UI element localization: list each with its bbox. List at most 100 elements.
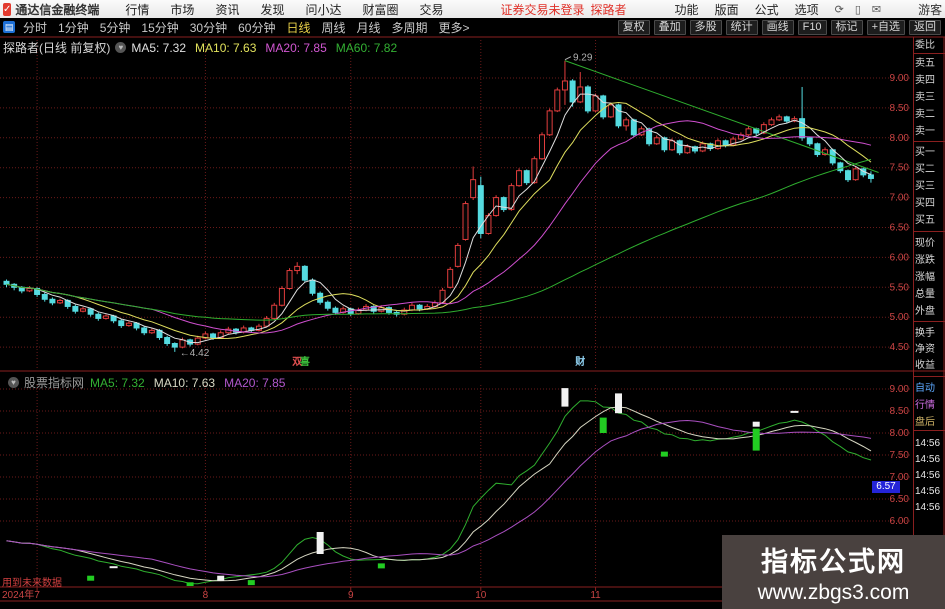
toolbar-button-叠加[interactable]: 叠加 [653, 19, 686, 35]
period-日线[interactable]: 日线 [286, 20, 311, 35]
toolbar-button-多股[interactable]: 多股 [689, 19, 722, 35]
mobile-icon[interactable]: ▯ [854, 4, 861, 16]
sidebar-row-卖三: 卖三 [915, 92, 935, 103]
sidebar-row-委比: 委比 [915, 40, 935, 51]
period-多周期[interactable]: 多周期 [391, 20, 428, 35]
svg-text:7: 7 [34, 590, 40, 601]
current-stock-name: 探路者 [590, 2, 627, 17]
period-15分钟[interactable]: 15分钟 [141, 20, 179, 35]
sidebar-row-总量: 总量 [915, 289, 935, 300]
menu-item-发现[interactable]: 发现 [260, 2, 285, 17]
ma-label: MA5: 7.32 [131, 40, 187, 55]
sidebar-row-净资: 净资 [915, 344, 935, 355]
toolbar-button-复权[interactable]: 复权 [617, 19, 650, 35]
menu-item-交易[interactable]: 交易 [419, 2, 444, 17]
svg-text:8.50: 8.50 [890, 406, 910, 417]
toolbar-button-统计[interactable]: 统计 [725, 19, 758, 35]
future-data-warning: 用到未来数据 [2, 578, 62, 589]
sidebar-divider [914, 321, 945, 322]
menu-item-版面[interactable]: 版面 [714, 2, 739, 17]
toolbar-button-+自选[interactable]: +自选 [866, 19, 905, 35]
menu-item-问小达[interactable]: 问小达 [305, 2, 342, 17]
sidebar-row-14:56: 14:56 [915, 438, 941, 449]
menu-item-市场[interactable]: 市场 [170, 2, 195, 17]
period-分时[interactable]: 分时 [23, 20, 48, 35]
period-group: 分时 1分钟 5分钟 15分钟 30分钟 60分钟 日线 周线 月线 多周期 更多> [23, 19, 481, 36]
period-30分钟[interactable]: 30分钟 [189, 20, 228, 35]
topbar-icons: ⟳ ▯ ✉ [835, 2, 893, 16]
indicator-badge-icon[interactable]: ♥ [8, 377, 19, 388]
sidebar-row-外盘: 外盘 [915, 306, 935, 317]
svg-text:8.00: 8.00 [890, 133, 910, 144]
menu-item-功能[interactable]: 功能 [674, 2, 699, 17]
sidebar-divider [914, 430, 945, 431]
sidebar-row-现价: 现价 [915, 238, 935, 249]
period-更多>[interactable]: 更多> [438, 20, 470, 35]
period-60分钟[interactable]: 60分钟 [238, 20, 276, 35]
svg-text:7.00: 7.00 [890, 193, 910, 204]
sidebar-row-盘后[interactable]: 盘后 [915, 417, 935, 428]
app-title: 通达信金融终端 [15, 2, 100, 17]
watermark-url: www.zbgs3.com [757, 580, 910, 604]
sidebar-row-14:56: 14:56 [915, 502, 941, 513]
svg-text:←4.42: ←4.42 [180, 348, 210, 359]
menu-item-资讯[interactable]: 资讯 [215, 2, 240, 17]
period-5分钟[interactable]: 5分钟 [99, 20, 131, 35]
svg-text:7.00: 7.00 [890, 472, 910, 483]
ma-label: MA20: 7.85 [224, 375, 286, 390]
period-月线[interactable]: 月线 [356, 20, 381, 35]
indicator-badge-icon[interactable]: ♥ [115, 42, 127, 53]
ma-label: MA10: 7.63 [153, 375, 216, 390]
svg-text:8.00: 8.00 [890, 428, 910, 439]
current-value-badge: 6.57 [872, 481, 900, 493]
svg-text:7.50: 7.50 [890, 450, 910, 461]
watermark-title: 指标公式网 [761, 546, 906, 577]
menu-item-选项[interactable]: 选项 [794, 2, 819, 17]
period-周线[interactable]: 周线 [321, 20, 346, 35]
login-status[interactable]: 证券交易未登录 [500, 2, 585, 17]
svg-text:8.50: 8.50 [890, 103, 910, 114]
sidebar-row-卖一: 卖一 [915, 126, 935, 137]
message-icon[interactable]: ✉ [871, 4, 882, 16]
menu-item-财富圈[interactable]: 财富圈 [362, 2, 399, 17]
chart-mode-icon[interactable]: ▤ [3, 21, 15, 33]
quote-sidebar: 委比 卖五 卖四 卖三 卖二 卖一 买一 买二 买三 买四 买五 现价 涨跌 涨幅 总量 外盘 换手 净资 收益 自动… [914, 36, 945, 602]
toolbar-buttons: 复权 叠加 多股 统计 画线 F10 标记 +自选 返回 [617, 19, 941, 35]
svg-text:6.50: 6.50 [890, 223, 910, 234]
svg-text:9: 9 [348, 590, 354, 601]
sidebar-row-14:56: 14:56 [915, 454, 941, 465]
toolbar-button-标记[interactable]: 标记 [830, 19, 863, 35]
sidebar-row-买二: 买二 [915, 164, 935, 175]
period-1分钟[interactable]: 1分钟 [58, 20, 89, 35]
toolbar-button-返回[interactable]: 返回 [909, 19, 941, 35]
svg-text:8: 8 [203, 590, 209, 601]
lower-panel-header: ♥ 股票指标网 MA5: 7.32 MA10: 7.63 MA20: 7.85 [3, 374, 294, 391]
sidebar-divider [914, 376, 945, 377]
toolbar-button-F10[interactable]: F10 [797, 19, 827, 35]
ma-label: MA5: 7.32 [90, 375, 145, 390]
svg-text:2024年: 2024年 [2, 588, 34, 601]
period-toolbar: ▤ 分时 1分钟 5分钟 15分钟 30分钟 60分钟 日线 周线 月线 多周期 更多> 复权 叠加多… [0, 18, 945, 36]
svg-text:7.50: 7.50 [890, 163, 910, 174]
menu-item-公式[interactable]: 公式 [754, 2, 779, 17]
user-badge[interactable]: 游客 [918, 2, 943, 17]
sidebar-row-行情[interactable]: 行情 [915, 400, 935, 411]
svg-text:4.50: 4.50 [890, 342, 910, 353]
sidebar-row-买一: 买一 [915, 147, 935, 158]
sidebar-row-买四: 买四 [915, 198, 935, 209]
toolbar-button-画线[interactable]: 画线 [761, 19, 794, 35]
svg-text:6.50: 6.50 [890, 494, 910, 505]
menu-item-行情[interactable]: 行情 [125, 2, 150, 17]
sidebar-row-自动[interactable]: 自动 [915, 383, 935, 394]
tdx-logo-icon[interactable]: ✓ [3, 2, 12, 16]
sidebar-row-卖二: 卖二 [915, 109, 935, 120]
right-menu: 功能 版面 公式 选项 [675, 1, 835, 18]
watermark: 指标公式网 www.zbgs3.com [722, 535, 945, 609]
refresh-icon[interactable]: ⟳ [834, 4, 844, 16]
indicator-title: 股票指标网 [24, 376, 85, 390]
sidebar-divider [914, 53, 945, 54]
sidebar-row-涨跌: 涨跌 [915, 255, 935, 266]
svg-text:9.29: 9.29 [573, 53, 593, 64]
svg-text:11: 11 [590, 590, 601, 601]
